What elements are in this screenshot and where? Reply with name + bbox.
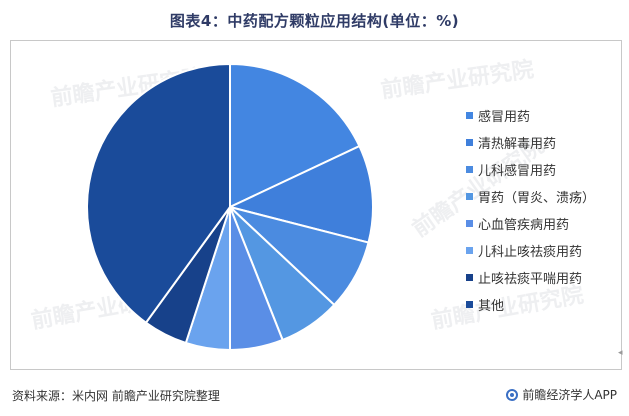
legend-label: 心血管疾病用药: [478, 218, 570, 233]
legend-item-5: 心血管疾病用药: [466, 212, 595, 235]
legend-item-3: 儿科感冒用药: [466, 158, 595, 181]
legend-label: 儿科止咳祛痰用药: [478, 245, 583, 260]
legend-swatch: [466, 247, 473, 254]
legend-item-8: 其他: [466, 293, 595, 316]
legend-label: 止咳祛痰平喘用药: [478, 272, 583, 287]
pie-slice-2: [227, 144, 374, 244]
legend-label: 儿科感冒用药: [478, 164, 557, 179]
pie-chart: [86, 62, 374, 352]
source-note: 资料来源：米内网 前瞻产业研究院整理: [12, 389, 220, 403]
legend-swatch: [466, 274, 473, 281]
legend-swatch: [466, 301, 473, 308]
legend-item-1: 感冒用药: [466, 104, 595, 127]
legend-item-6: 儿科止咳祛痰用药: [466, 239, 595, 262]
legend-item-2: 清热解毒用药: [466, 131, 595, 154]
brand-badge: 前瞻经济学人APP: [506, 386, 617, 403]
pie-slice-1: [229, 62, 361, 209]
collapse-arrow-icon[interactable]: ◂: [618, 348, 623, 358]
legend-swatch: [466, 220, 473, 227]
legend-label: 清热解毒用药: [478, 137, 557, 152]
pie-slice-8: [86, 62, 231, 325]
brand-logo-icon: [506, 388, 519, 401]
legend-item-4: 胃药（胃炎、溃疡）: [466, 185, 595, 208]
chart-title: 图表4：中药配方颗粒应用结构(单位：%): [169, 12, 460, 30]
legend-label: 其他: [478, 299, 505, 314]
legend-swatch: [466, 112, 473, 119]
legend-label: 胃药（胃炎、溃疡）: [478, 191, 596, 206]
legend-item-7: 止咳祛痰平喘用药: [466, 266, 595, 289]
brand-name: 前瞻经济学人APP: [522, 388, 617, 402]
legend-label: 感冒用药: [478, 110, 531, 125]
chart-legend: 感冒用药清热解毒用药 儿科感冒用药胃药（胃炎、溃疡） 心血管疾病用药 儿科止咳祛痰用药…: [466, 104, 595, 320]
legend-swatch: [466, 166, 473, 173]
legend-swatch: [466, 139, 473, 146]
legend-swatch: [466, 193, 473, 200]
